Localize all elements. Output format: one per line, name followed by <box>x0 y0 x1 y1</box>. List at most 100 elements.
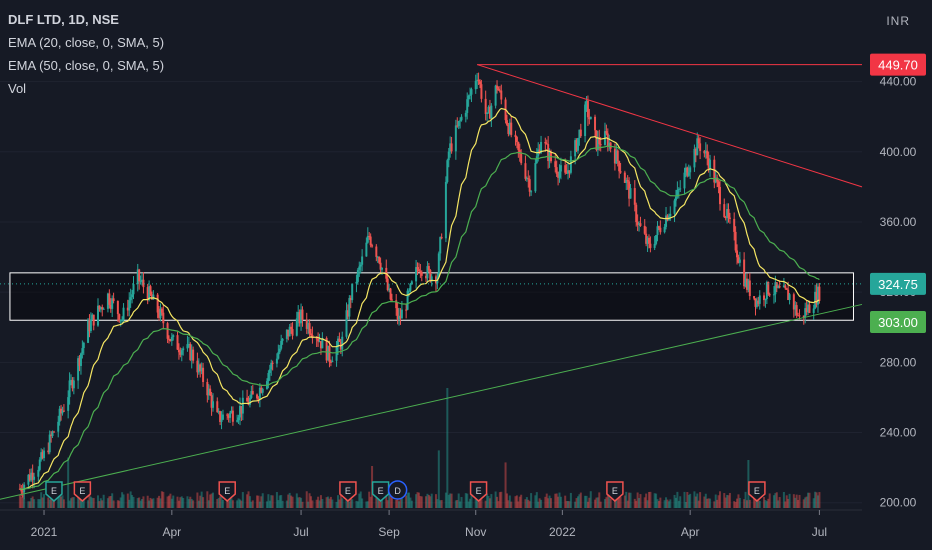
candle-body <box>733 218 736 232</box>
volume-bar <box>341 498 344 508</box>
volume-bar <box>575 498 578 508</box>
volume-bar <box>186 496 189 508</box>
candle-body <box>126 307 129 311</box>
candle-body <box>737 257 740 263</box>
volume-bar <box>427 494 430 508</box>
candle-body <box>257 398 260 400</box>
event-marker-E[interactable]: E <box>73 481 92 502</box>
event-marker-label: E <box>345 486 351 496</box>
candle-body <box>230 410 233 413</box>
candle-body <box>659 227 662 233</box>
volume-legend[interactable]: Vol <box>8 81 27 96</box>
candle-body <box>298 312 301 324</box>
event-marker-E[interactable]: E <box>371 481 390 502</box>
candle-body <box>478 81 481 85</box>
candle-body <box>430 276 433 282</box>
volume-bar <box>389 491 392 508</box>
candle-body <box>457 120 460 127</box>
volume-bar <box>368 491 371 508</box>
candle-body <box>474 80 477 90</box>
candle-body <box>666 215 669 221</box>
candle-body <box>386 278 389 291</box>
candle-body <box>369 236 372 246</box>
volume-bar <box>788 493 791 508</box>
earnings-icon <box>218 481 236 502</box>
volume-bar <box>199 495 202 508</box>
candle-body <box>98 305 101 310</box>
volume-bar <box>388 491 391 508</box>
volume-bar <box>802 499 805 508</box>
trend-lines[interactable] <box>0 64 863 500</box>
candle-body <box>415 267 418 282</box>
volume-bar <box>667 501 670 508</box>
ema20-legend[interactable]: EMA (20, close, 0, SMA, 5) <box>8 35 165 50</box>
volume-bar <box>656 499 659 508</box>
event-marker-E[interactable]: E <box>218 481 236 502</box>
candle-body <box>40 452 43 460</box>
volume-bar <box>736 498 739 508</box>
volume-bar <box>236 500 239 508</box>
candle-body <box>148 286 151 301</box>
candle-body <box>305 319 308 329</box>
candle-body <box>724 216 727 219</box>
candle-body <box>285 329 288 339</box>
volume-bar <box>318 500 321 508</box>
volume-bar <box>99 498 102 508</box>
volume-bar <box>351 499 354 508</box>
candle-body <box>818 286 821 301</box>
volume-bar <box>358 493 361 508</box>
volume-bar <box>162 491 165 508</box>
volume-bar <box>281 500 284 508</box>
candle-body <box>179 352 182 355</box>
event-marker-E[interactable]: E <box>748 481 766 502</box>
volume-bar <box>280 495 283 508</box>
candle-body <box>318 341 321 343</box>
candle-body <box>794 305 797 310</box>
symbol-title[interactable]: DLF LTD, 1D, NSE <box>8 12 119 27</box>
candle-body <box>419 271 422 273</box>
candle-body <box>67 397 70 411</box>
volume-bar <box>241 492 244 508</box>
candle-body <box>606 133 609 147</box>
candle-body <box>647 237 650 244</box>
event-marker-D[interactable]: D <box>387 480 408 500</box>
event-marker-E[interactable]: E <box>339 481 357 502</box>
volume-bar <box>206 491 209 508</box>
candle-body <box>609 142 612 149</box>
candle-body <box>129 297 132 301</box>
candle-body <box>738 259 741 263</box>
volume-bar <box>559 496 562 508</box>
candle-body <box>319 341 322 349</box>
volume-bar <box>216 499 219 508</box>
volume-bar <box>528 501 531 508</box>
candle-body <box>159 308 162 318</box>
event-marker-E[interactable]: E <box>45 481 63 502</box>
x-tick-label: 2022 <box>549 525 576 539</box>
candle-body <box>646 237 649 244</box>
candle-body <box>649 243 652 248</box>
volume-bar <box>586 501 589 508</box>
candle-body <box>400 309 403 319</box>
volume-bar <box>567 501 570 508</box>
candle-body <box>497 88 500 91</box>
candle-body <box>356 269 359 282</box>
volume-bar <box>287 494 290 508</box>
event-marker-E[interactable]: E <box>606 481 624 502</box>
candle-body <box>119 319 122 322</box>
candle-body <box>589 116 592 120</box>
volume-bar <box>369 496 372 508</box>
event-marker-E[interactable]: E <box>469 481 488 502</box>
volume-bar <box>517 501 520 508</box>
candle-body <box>278 348 281 353</box>
volume-bar <box>488 498 491 508</box>
ema50-legend[interactable]: EMA (50, close, 0, SMA, 5) <box>8 58 165 73</box>
volume-bar <box>40 492 43 508</box>
volume-bar <box>500 491 503 508</box>
candle-body <box>196 360 199 373</box>
volume-bar <box>748 499 751 508</box>
volume-bar <box>549 498 552 508</box>
x-tick-label: Apr <box>162 525 181 539</box>
event-marker-label: E <box>224 486 230 496</box>
